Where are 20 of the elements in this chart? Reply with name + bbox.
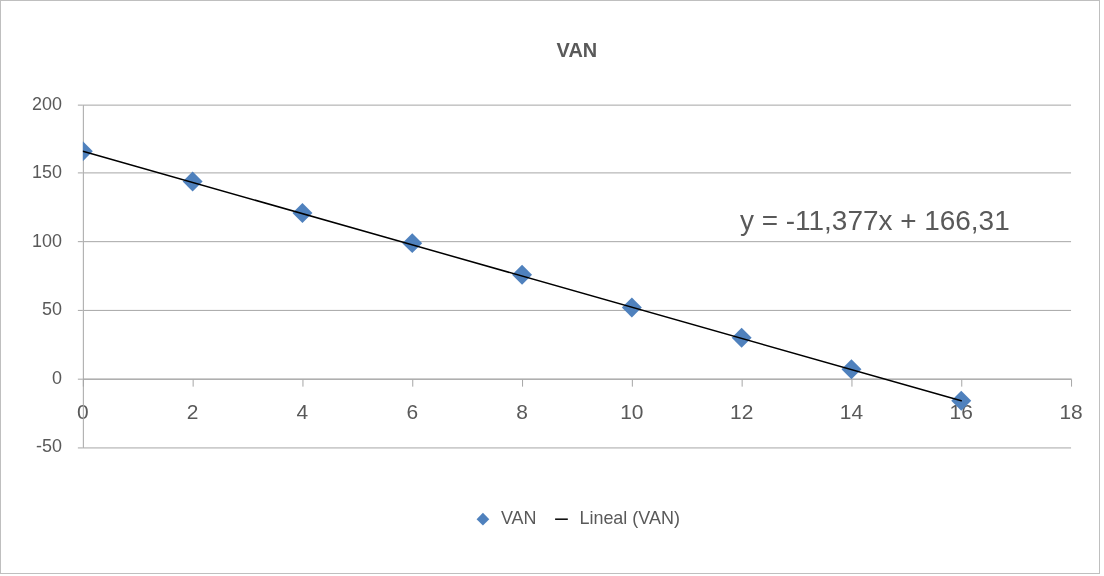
y-tick-label: 200 xyxy=(31,93,62,114)
x-tick-label: 8 xyxy=(516,400,528,424)
y-tick-label: -50 xyxy=(35,436,62,457)
x-tick-label: 6 xyxy=(406,400,419,424)
y-tick-label: 150 xyxy=(31,162,62,183)
y-tick-label: 100 xyxy=(31,230,62,251)
legend-label: VAN xyxy=(500,508,537,529)
legend-label: Lineal (VAN) xyxy=(579,508,680,529)
x-tick-label: 12 xyxy=(729,400,754,424)
x-tick-label: 16 xyxy=(949,400,973,424)
x-tick-label: 2 xyxy=(186,400,199,424)
x-tick-label: 14 xyxy=(839,400,864,424)
chart-title: VAN xyxy=(556,39,598,62)
y-tick-label: 50 xyxy=(41,299,62,320)
y-tick-label: 0 xyxy=(51,367,62,388)
x-tick-label: 10 xyxy=(620,400,644,424)
x-tick-label: 18 xyxy=(1059,400,1083,424)
x-tick-label: 0 xyxy=(77,400,89,424)
x-tick-label: 4 xyxy=(296,400,309,424)
annotation: y = -11,377x + 166,31 xyxy=(740,205,1010,237)
